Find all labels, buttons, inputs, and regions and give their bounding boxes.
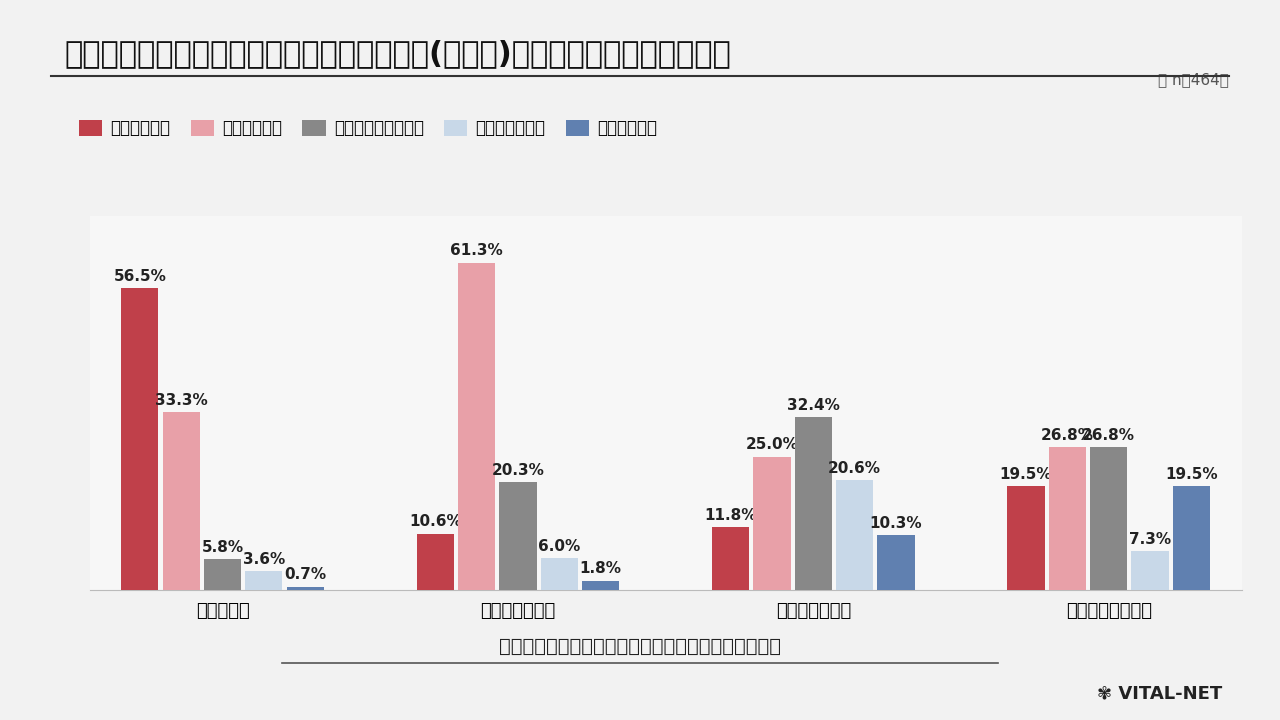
Text: 25.0%: 25.0%: [745, 438, 799, 452]
Bar: [122, 288, 159, 590]
Bar: [246, 571, 283, 590]
Text: 19.5%: 19.5%: [1165, 467, 1217, 482]
Bar: [877, 535, 915, 590]
Text: 61.3%: 61.3%: [451, 243, 503, 258]
Bar: [1091, 447, 1128, 590]
Text: 1.8%: 1.8%: [580, 562, 622, 577]
Text: 10.6%: 10.6%: [408, 514, 462, 529]
Text: 26.8%: 26.8%: [1041, 428, 1094, 443]
Text: 26.8%: 26.8%: [1082, 428, 1135, 443]
Bar: [1132, 552, 1169, 590]
Bar: [416, 534, 454, 590]
Text: （ n＝464）: （ n＝464）: [1158, 72, 1229, 87]
Bar: [836, 480, 873, 590]
Bar: [163, 413, 200, 590]
Text: 5.8%: 5.8%: [201, 540, 243, 555]
Text: 6.0%: 6.0%: [538, 539, 580, 554]
Bar: [287, 587, 324, 590]
Text: 11.8%: 11.8%: [704, 508, 756, 523]
Bar: [1007, 486, 1044, 590]
Text: 3.6%: 3.6%: [243, 552, 285, 567]
Text: 10.3%: 10.3%: [869, 516, 923, 531]
Bar: [795, 417, 832, 590]
Text: 20.6%: 20.6%: [828, 461, 881, 476]
Legend: 強くそう思う, ややそう思う, どちらともいえない, あまり思わない, 全く思わない: 強くそう思う, ややそう思う, どちらともいえない, あまり思わない, 全く思わ…: [73, 113, 664, 144]
Text: 33.3%: 33.3%: [155, 393, 207, 408]
Text: 0.7%: 0.7%: [284, 567, 326, 582]
Bar: [582, 581, 620, 590]
Text: 56.5%: 56.5%: [114, 269, 166, 284]
Bar: [1048, 447, 1085, 590]
Bar: [204, 559, 241, 590]
Text: 32.4%: 32.4%: [787, 398, 840, 413]
Bar: [712, 527, 749, 590]
Bar: [1172, 486, 1210, 590]
Bar: [754, 456, 791, 590]
Bar: [499, 482, 536, 590]
Text: 育休中、職場とコミュニケーションの機会が(もっと)あったらよいと思いますか: 育休中、職場とコミュニケーションの機会が(もっと)あったらよいと思いますか: [64, 40, 731, 68]
Text: 20.3%: 20.3%: [492, 462, 544, 477]
Bar: [540, 558, 577, 590]
Text: 育休中、職場とコミュニケーションを取る機会の頻度: 育休中、職場とコミュニケーションを取る機会の頻度: [499, 636, 781, 656]
Text: ✾ VITAL-NET: ✾ VITAL-NET: [1097, 684, 1222, 702]
Bar: [458, 263, 495, 590]
Text: 7.3%: 7.3%: [1129, 532, 1171, 547]
Text: 19.5%: 19.5%: [1000, 467, 1052, 482]
